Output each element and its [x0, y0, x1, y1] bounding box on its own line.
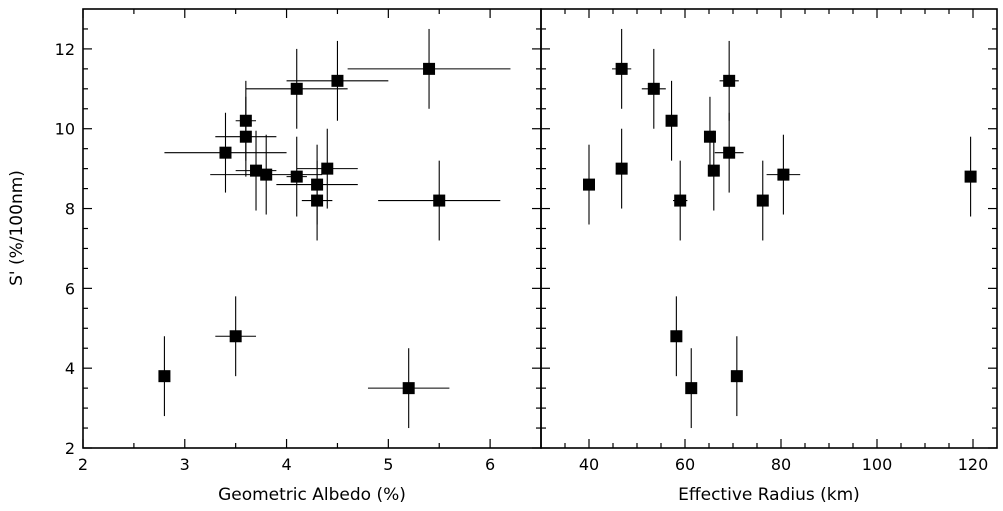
x-tick-label: 80 — [771, 455, 791, 474]
data-point-marker — [723, 74, 736, 87]
y-tick-label: 8 — [65, 200, 75, 219]
y-tick-label: 12 — [55, 40, 75, 59]
data-point-marker — [158, 370, 171, 383]
data-point-marker — [433, 194, 446, 207]
data-point-marker — [670, 330, 683, 343]
data-point-marker — [423, 62, 436, 75]
data-point-marker — [239, 130, 252, 143]
data-point-marker — [331, 74, 344, 87]
data-point-marker — [665, 114, 678, 127]
albedo-plot-frame — [82, 8, 542, 449]
y-axis-title: S' (%/100nm) — [7, 170, 27, 286]
radius-ticks: 40 60 80 100 120 — [541, 9, 997, 474]
radius-plot-frame — [540, 8, 998, 449]
albedo-data-points — [158, 28, 511, 429]
y-tick-label: 4 — [65, 359, 75, 378]
data-point-marker — [290, 82, 303, 95]
x-tick-label: 4 — [281, 455, 291, 474]
data-point-marker — [402, 382, 415, 395]
data-point-marker — [964, 170, 977, 183]
data-point-marker — [730, 370, 743, 383]
y-tick-label: 6 — [65, 279, 75, 298]
data-point-marker — [703, 130, 716, 143]
data-point-marker — [229, 330, 242, 343]
data-point-marker — [311, 194, 324, 207]
y-tick-label: 10 — [55, 120, 75, 139]
data-point-marker — [647, 82, 660, 95]
x-tick-label: 40 — [579, 455, 599, 474]
x-tick-label: 3 — [180, 455, 190, 474]
data-point-marker — [674, 194, 687, 207]
data-point-marker — [756, 194, 769, 207]
x-tick-label: 2 — [78, 455, 88, 474]
albedo-panel: 2 3 4 5 6 2 4 6 8 10 12 Geometric Albedo (%) S' (%… — [7, 8, 542, 505]
data-point-marker — [250, 164, 263, 177]
data-point-marker — [290, 170, 303, 183]
data-point-marker — [685, 382, 698, 395]
x-tick-label: 120 — [958, 455, 989, 474]
data-point-marker — [260, 168, 273, 181]
data-point-marker — [707, 164, 720, 177]
radius-panel: 40 60 80 100 120 Effective Radius (km) — [540, 8, 998, 505]
data-point-marker — [321, 162, 334, 175]
x-tick-label: 6 — [485, 455, 495, 474]
x-tick-label: 60 — [675, 455, 695, 474]
data-point-marker — [615, 162, 628, 175]
radius-x-axis-title: Effective Radius (km) — [678, 485, 860, 505]
x-tick-label: 100 — [862, 455, 893, 474]
x-tick-label: 5 — [383, 455, 393, 474]
data-point-marker — [777, 168, 790, 181]
radius-data-points — [583, 28, 977, 429]
data-point-marker — [583, 178, 595, 191]
data-point-marker — [615, 62, 628, 75]
albedo-ticks: 2 3 4 5 6 2 4 6 8 10 12 — [55, 9, 541, 474]
y-tick-label: 2 — [65, 439, 75, 458]
data-point-marker — [723, 146, 736, 159]
data-point-marker — [219, 146, 232, 159]
albedo-x-axis-title: Geometric Albedo (%) — [218, 485, 406, 505]
